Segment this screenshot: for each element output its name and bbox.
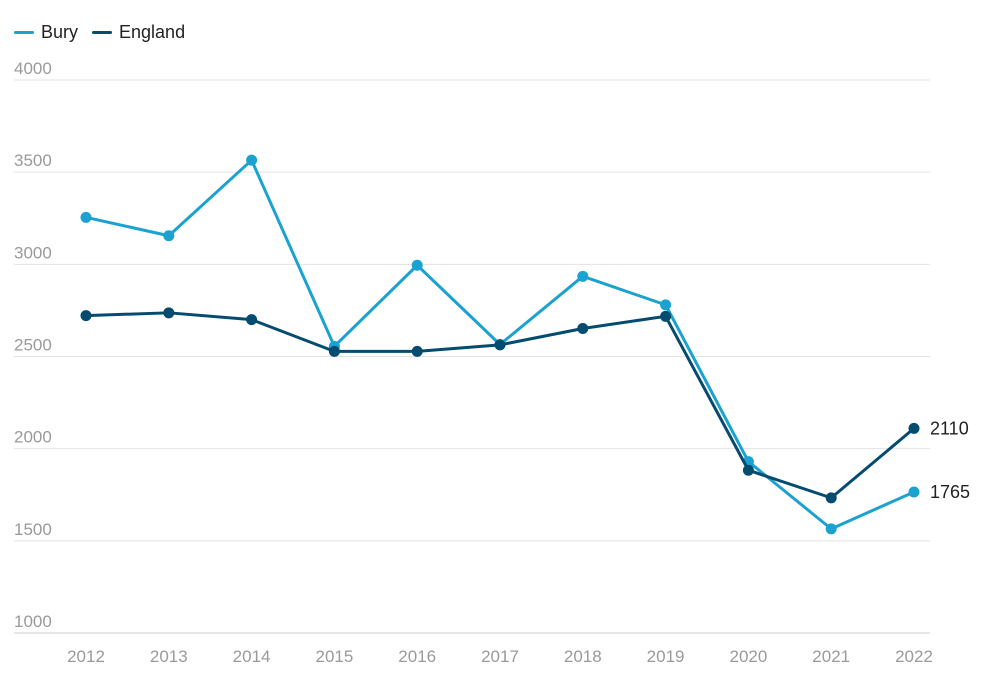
y-tick-label: 4000	[14, 59, 52, 78]
legend-label-england: England	[119, 22, 186, 42]
x-axis-ticks: 2012 2013 2014 2015 2016 2017 2018 2019 2020 2021…	[67, 647, 933, 666]
end-label-england: 2110	[930, 418, 969, 438]
data-point[interactable]	[577, 270, 589, 282]
x-tick-label: 2016	[398, 647, 436, 666]
data-point[interactable]	[80, 211, 92, 223]
x-tick-label: 2013	[150, 647, 188, 666]
y-axis-ticks: 1000 1500 2000 2500 3000 3500 4000	[14, 59, 52, 631]
legend-swatch-england	[92, 31, 113, 34]
data-point[interactable]	[577, 322, 589, 334]
y-tick-label: 1500	[14, 520, 52, 539]
x-tick-label: 2015	[315, 647, 353, 666]
data-point[interactable]	[825, 523, 837, 535]
data-point[interactable]	[246, 314, 258, 326]
legend: Bury England	[14, 22, 199, 43]
legend-label-bury: Bury	[41, 22, 79, 42]
x-tick-label: 2021	[812, 647, 850, 666]
data-point[interactable]	[80, 310, 92, 322]
x-tick-label: 2014	[233, 647, 271, 666]
grid	[14, 79, 930, 634]
y-tick-label: 1000	[14, 612, 52, 631]
data-point[interactable]	[411, 259, 423, 271]
y-tick-label: 3500	[14, 151, 52, 170]
data-point[interactable]	[660, 299, 672, 311]
x-tick-label: 2018	[564, 647, 602, 666]
x-tick-label: 2017	[481, 647, 519, 666]
data-point[interactable]	[411, 345, 423, 357]
y-tick-label: 2000	[14, 428, 52, 447]
y-tick-label: 2500	[14, 336, 52, 355]
legend-swatch-bury	[14, 31, 34, 34]
x-tick-label: 2012	[67, 647, 105, 666]
data-point[interactable]	[825, 492, 837, 504]
data-point[interactable]	[163, 307, 175, 319]
data-point[interactable]	[246, 154, 258, 166]
series-england	[80, 307, 920, 504]
x-tick-label: 2020	[729, 647, 767, 666]
legend-item-bury[interactable]: Bury	[14, 22, 78, 43]
data-point[interactable]	[328, 345, 340, 357]
x-tick-label: 2019	[647, 647, 685, 666]
data-point[interactable]	[494, 339, 506, 351]
x-tick-label: 2022	[895, 647, 933, 666]
data-point[interactable]	[908, 422, 920, 434]
data-point[interactable]	[660, 310, 672, 322]
end-label-bury: 1765	[930, 482, 970, 502]
data-point[interactable]	[742, 464, 754, 476]
data-point[interactable]	[908, 486, 920, 498]
y-tick-label: 3000	[14, 243, 52, 262]
end-labels: 2110 1765	[930, 418, 970, 502]
data-point[interactable]	[163, 230, 175, 242]
series-layer	[80, 154, 920, 535]
legend-item-england[interactable]: England	[92, 22, 185, 43]
